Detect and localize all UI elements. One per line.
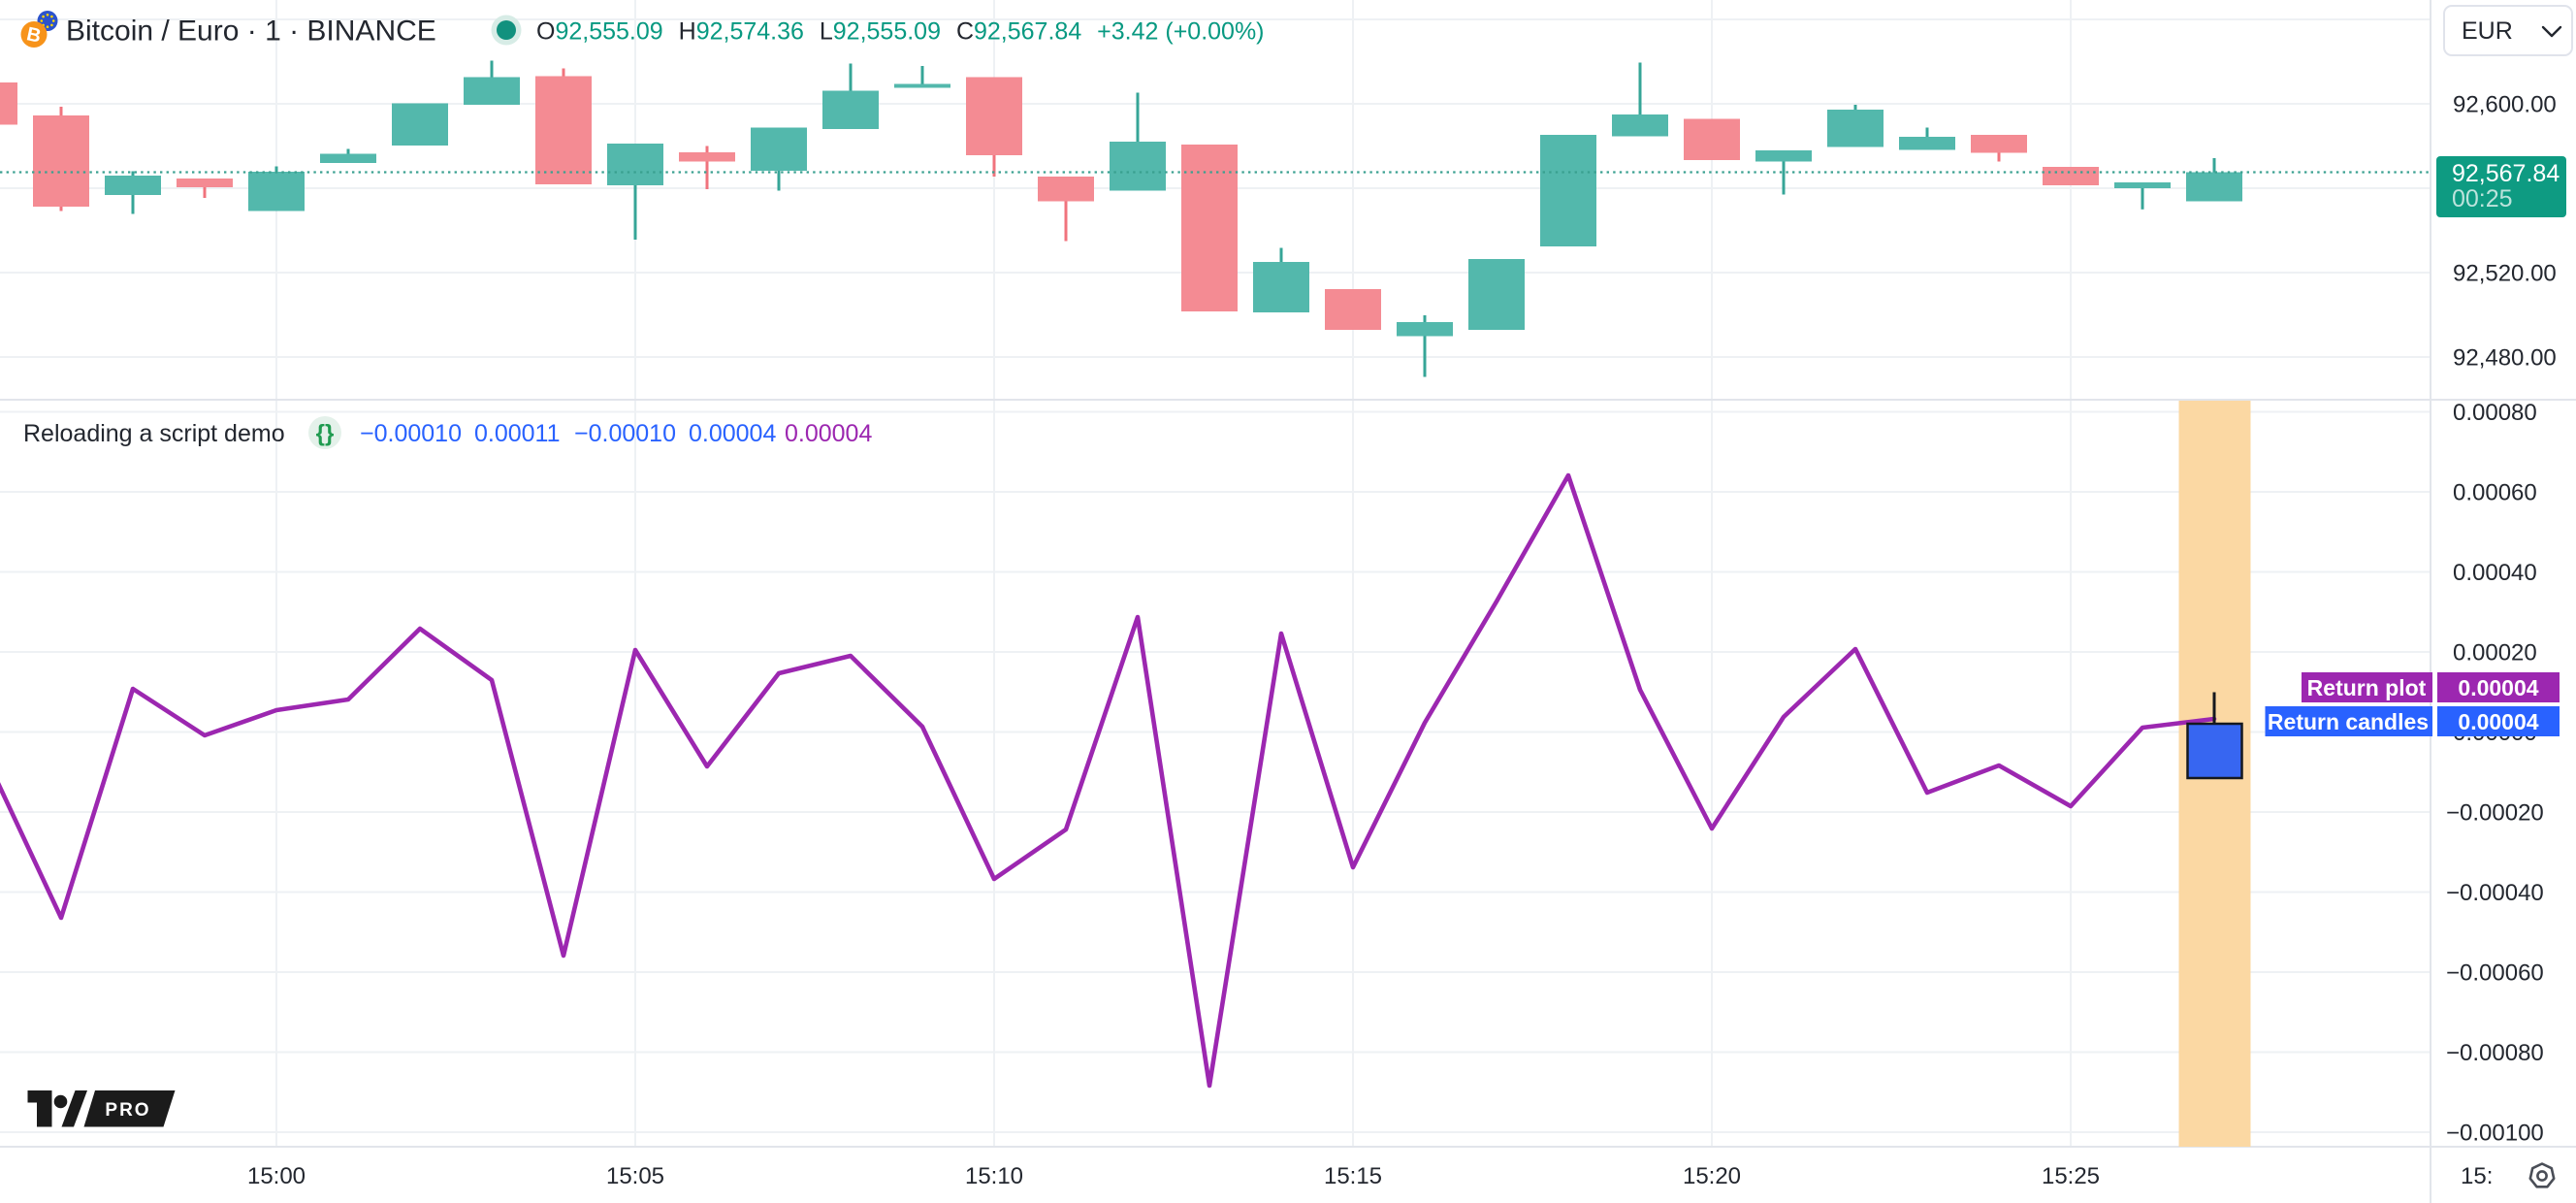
svg-text:B: B bbox=[24, 23, 43, 48]
svg-text:Bitcoin / Euro · 1 · BINANCE: Bitcoin / Euro · 1 · BINANCE bbox=[66, 16, 436, 48]
svg-text:Return plot: Return plot bbox=[2307, 675, 2427, 700]
svg-text:0.00004: 0.00004 bbox=[785, 420, 872, 447]
svg-text:−0.00060: −0.00060 bbox=[2446, 960, 2544, 987]
svg-text:15:05: 15:05 bbox=[606, 1163, 664, 1189]
svg-text:15:25: 15:25 bbox=[2042, 1163, 2100, 1189]
svg-text:15:15: 15:15 bbox=[1324, 1163, 1382, 1189]
svg-text:0.00020: 0.00020 bbox=[2453, 640, 2537, 667]
svg-text:00:25: 00:25 bbox=[2452, 185, 2513, 212]
svg-text:Reloading a script demo: Reloading a script demo bbox=[23, 420, 285, 447]
svg-text:−0.00040: −0.00040 bbox=[2446, 880, 2544, 906]
svg-text:Return candles: Return candles bbox=[2268, 709, 2429, 734]
svg-text:0.00004: 0.00004 bbox=[689, 420, 776, 447]
svg-text:15:10: 15:10 bbox=[965, 1163, 1023, 1189]
svg-text:0.00004: 0.00004 bbox=[2458, 709, 2538, 734]
svg-text:0.00040: 0.00040 bbox=[2453, 560, 2537, 586]
svg-text:15:00: 15:00 bbox=[247, 1163, 306, 1189]
svg-text:−0.00010: −0.00010 bbox=[360, 420, 462, 447]
svg-text:92,600.00: 92,600.00 bbox=[2453, 92, 2557, 118]
svg-text:0.00004: 0.00004 bbox=[2458, 675, 2538, 700]
svg-text:O92,555.09 H92,574.36 L92,55: O92,555.09 H92,574.36 L92,555.09 C92,567… bbox=[536, 18, 1265, 46]
svg-text:−0.00100: −0.00100 bbox=[2446, 1121, 2544, 1147]
svg-text:0.00060: 0.00060 bbox=[2453, 480, 2537, 506]
svg-text:92,520.00: 92,520.00 bbox=[2453, 261, 2557, 287]
svg-text:92,480.00: 92,480.00 bbox=[2453, 345, 2557, 372]
svg-text:15:: 15: bbox=[2461, 1163, 2493, 1189]
svg-text:0.00011: 0.00011 bbox=[474, 420, 561, 447]
svg-text:PRO: PRO bbox=[105, 1100, 150, 1121]
svg-text:15:20: 15:20 bbox=[1683, 1163, 1741, 1189]
svg-text:−0.00020: −0.00020 bbox=[2446, 800, 2544, 827]
svg-text:EUR: EUR bbox=[2462, 17, 2513, 45]
svg-text:−0.00010: −0.00010 bbox=[574, 420, 676, 447]
svg-text:{}: {} bbox=[316, 421, 335, 447]
svg-text:−0.00080: −0.00080 bbox=[2446, 1040, 2544, 1066]
svg-text:92,567.84: 92,567.84 bbox=[2452, 160, 2560, 187]
svg-text:0.00080: 0.00080 bbox=[2453, 400, 2537, 426]
